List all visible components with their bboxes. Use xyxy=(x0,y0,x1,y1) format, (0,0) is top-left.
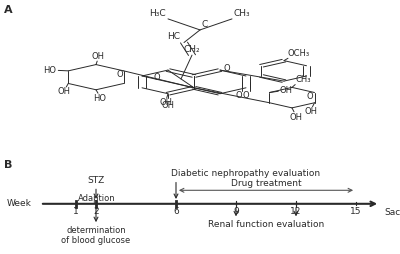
Text: OH: OH xyxy=(162,101,174,110)
Text: 6: 6 xyxy=(173,207,179,216)
Text: O: O xyxy=(236,91,242,100)
Text: Sacrifice: Sacrifice xyxy=(384,208,400,217)
Text: Renal function evaluation: Renal function evaluation xyxy=(208,220,324,229)
Text: H₃C: H₃C xyxy=(149,9,166,18)
Text: O: O xyxy=(117,70,123,78)
Text: Adaption: Adaption xyxy=(78,194,116,203)
Text: O: O xyxy=(307,92,314,101)
Text: OH: OH xyxy=(290,113,302,122)
Text: C: C xyxy=(202,20,208,29)
Text: HC: HC xyxy=(167,32,180,41)
Text: OH: OH xyxy=(280,86,292,96)
Text: Week: Week xyxy=(7,199,32,208)
Text: Drug treatment: Drug treatment xyxy=(231,179,301,188)
Text: OH: OH xyxy=(304,107,317,117)
Text: STZ: STZ xyxy=(87,177,105,185)
Text: 12: 12 xyxy=(290,207,302,216)
Text: HO: HO xyxy=(94,94,106,103)
Text: HO: HO xyxy=(43,66,56,75)
Text: OH: OH xyxy=(160,99,172,107)
Text: Diabetic nephropathy evaluation: Diabetic nephropathy evaluation xyxy=(172,169,320,178)
Text: CH₃: CH₃ xyxy=(234,9,251,18)
Text: O: O xyxy=(243,91,249,100)
Text: OH: OH xyxy=(58,87,71,97)
Text: CH₃: CH₃ xyxy=(296,75,312,84)
Text: O: O xyxy=(224,64,231,73)
Text: 1: 1 xyxy=(73,207,79,216)
Text: O: O xyxy=(154,73,160,82)
Text: CH₂: CH₂ xyxy=(184,44,200,54)
Text: 15: 15 xyxy=(350,207,362,216)
Text: OH: OH xyxy=(92,52,104,61)
Text: 9: 9 xyxy=(233,207,239,216)
Text: 2: 2 xyxy=(93,207,99,216)
Text: A: A xyxy=(4,5,13,15)
Text: B: B xyxy=(4,160,12,170)
Text: determination
of blood glucose: determination of blood glucose xyxy=(61,226,131,245)
Text: OCH₃: OCH₃ xyxy=(288,49,310,58)
